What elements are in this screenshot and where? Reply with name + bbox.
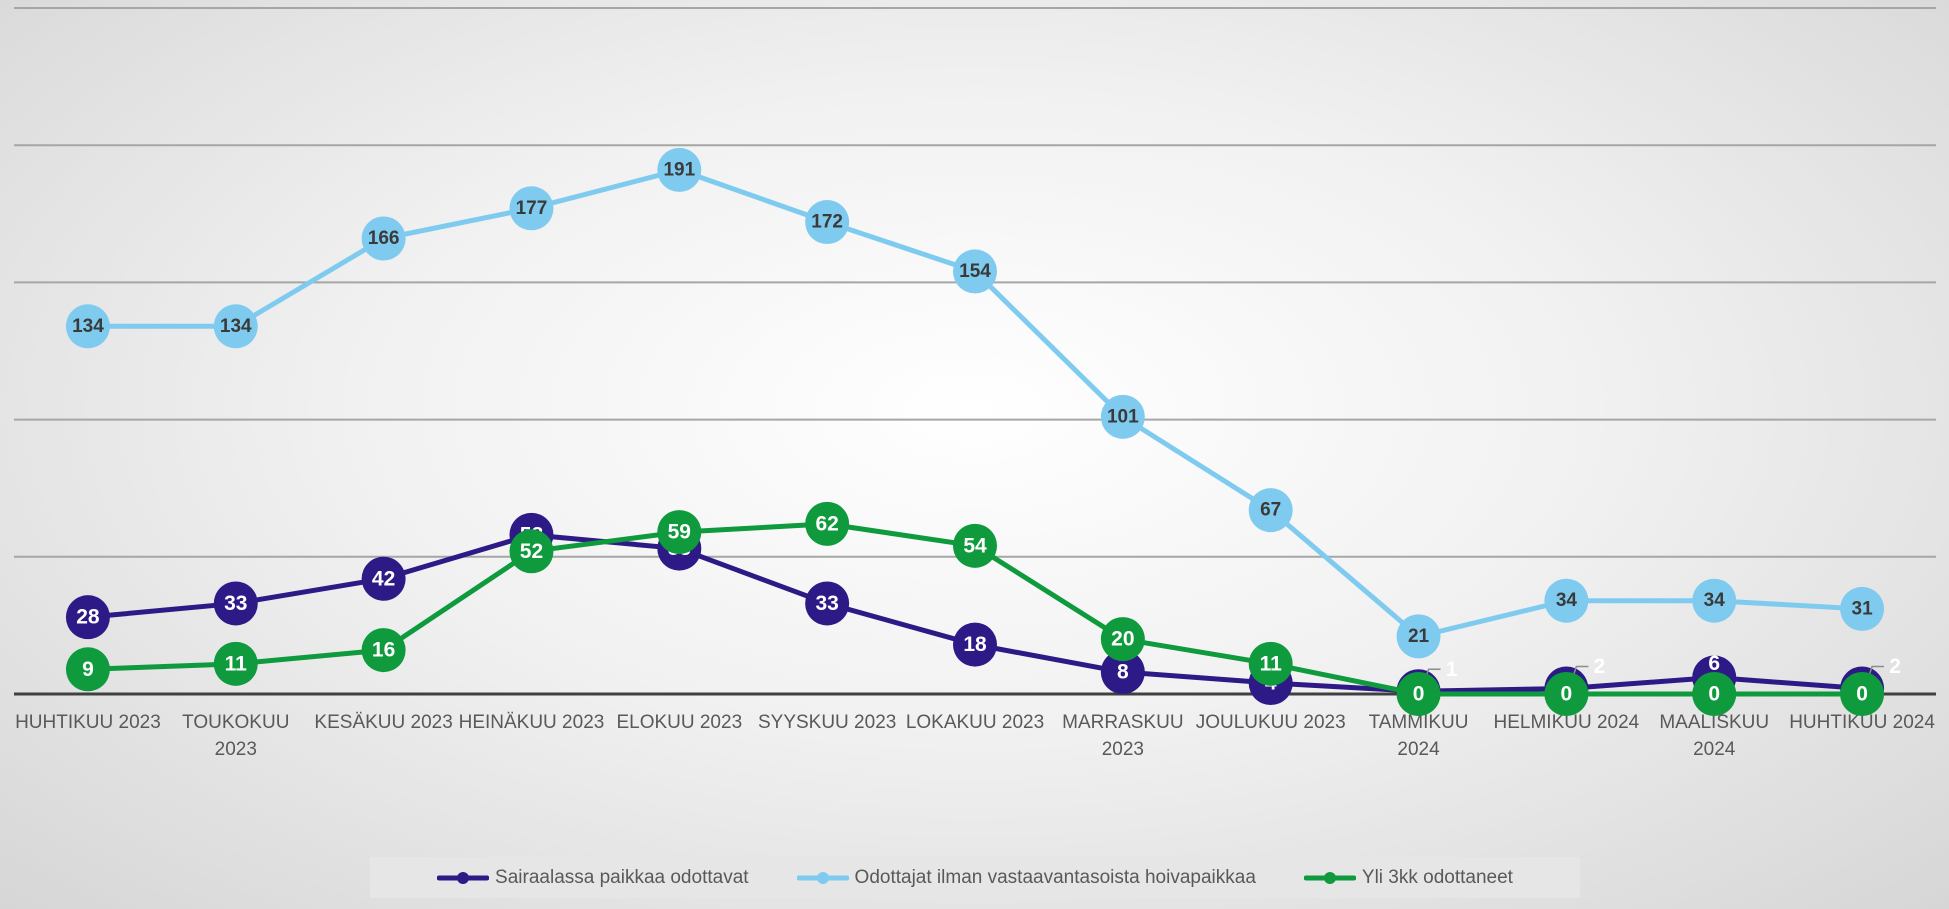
data-point bbox=[1544, 578, 1589, 623]
data-point bbox=[65, 595, 110, 640]
data-point bbox=[953, 249, 997, 294]
data-label: 33 bbox=[815, 592, 838, 615]
data-point bbox=[805, 581, 850, 626]
x-tick-label: HUHTIKUU 2024 bbox=[1789, 712, 1935, 733]
data-label: 101 bbox=[1107, 406, 1139, 427]
data-point bbox=[1396, 672, 1441, 716]
x-tick-label: HELMIKUU 2024 bbox=[1494, 712, 1640, 733]
data-point bbox=[213, 304, 258, 349]
data-point bbox=[657, 147, 702, 192]
x-tick-label: LOKAKUU 2023 bbox=[906, 712, 1044, 733]
series-group: 134 134 166 177 191 172 154 101 67 21 34 34 31 bbox=[65, 147, 1885, 659]
data-point bbox=[213, 581, 258, 626]
data-point bbox=[805, 200, 850, 245]
data-label: 172 bbox=[811, 212, 843, 233]
data-label: 20 bbox=[1111, 628, 1134, 651]
data-point bbox=[361, 556, 406, 601]
data-point bbox=[1692, 578, 1737, 623]
data-point bbox=[361, 216, 406, 261]
data-point bbox=[1840, 586, 1885, 631]
data-label: 28 bbox=[76, 606, 100, 629]
data-label: 54 bbox=[963, 534, 987, 557]
data-label: 34 bbox=[1704, 590, 1726, 611]
data-label: 59 bbox=[668, 521, 691, 544]
data-label: 18 bbox=[963, 633, 987, 656]
data-point bbox=[953, 523, 997, 568]
data-label: 62 bbox=[815, 512, 838, 535]
data-label: 1 bbox=[1446, 658, 1458, 681]
data-point bbox=[361, 628, 406, 673]
data-label: 33 bbox=[224, 592, 247, 615]
data-label: 0 bbox=[1413, 683, 1425, 706]
data-label: 154 bbox=[959, 261, 991, 282]
data-label: 9 bbox=[82, 658, 94, 681]
data-label: 134 bbox=[72, 316, 104, 337]
data-label: 11 bbox=[1260, 652, 1283, 675]
data-label: 177 bbox=[516, 198, 548, 219]
data-label: 16 bbox=[372, 639, 395, 662]
x-tick-label: 2024 bbox=[1397, 739, 1440, 760]
data-label: 191 bbox=[663, 159, 695, 180]
legend-label: Odottajat ilman vastaavantasoista hoivap… bbox=[854, 866, 1256, 888]
data-label: 0 bbox=[1708, 683, 1720, 706]
x-tick-label: 2023 bbox=[1102, 739, 1144, 760]
data-label: 166 bbox=[368, 228, 400, 249]
legend-swatch bbox=[437, 871, 490, 884]
legend-label: Yli 3kk odottaneet bbox=[1361, 866, 1513, 888]
data-point bbox=[1396, 614, 1441, 659]
x-tick-label: 2023 bbox=[215, 739, 257, 760]
data-point bbox=[509, 186, 554, 231]
x-tick-label: TAMMIKUU bbox=[1369, 712, 1469, 733]
data-point bbox=[1840, 672, 1885, 716]
data-label: 31 bbox=[1852, 598, 1874, 619]
data-point bbox=[65, 647, 110, 692]
data-point bbox=[509, 529, 554, 574]
data-point bbox=[1100, 394, 1145, 439]
data-point bbox=[1248, 488, 1293, 533]
data-label: 21 bbox=[1408, 626, 1430, 647]
data-label: 42 bbox=[372, 567, 395, 590]
x-tick-label: 2024 bbox=[1693, 739, 1736, 760]
data-label: 11 bbox=[225, 652, 248, 675]
data-label: 52 bbox=[520, 540, 543, 563]
data-point bbox=[805, 501, 850, 546]
chart-legend: Sairaalassa paikkaa odottavat Odottajat i… bbox=[370, 857, 1580, 898]
data-label: 34 bbox=[1556, 590, 1578, 611]
x-tick-label: SYYSKUU 2023 bbox=[758, 712, 896, 733]
x-tick-label: HEINÄKUU 2023 bbox=[459, 712, 605, 733]
legend-item: Sairaalassa paikkaa odottavat bbox=[437, 867, 749, 889]
legend-item: Yli 3kk odottaneet bbox=[1303, 866, 1513, 889]
data-label: 67 bbox=[1260, 500, 1281, 521]
x-tick-label: ELOKUU 2023 bbox=[616, 712, 742, 733]
x-tick-label: JOULUKUU 2023 bbox=[1196, 712, 1346, 733]
legend-label: Sairaalassa paikkaa odottavat bbox=[495, 866, 749, 888]
x-tick-label: TOUKOKUU bbox=[182, 712, 289, 733]
data-point bbox=[1248, 641, 1293, 686]
x-tick-label: MAALISKUU bbox=[1659, 712, 1769, 733]
legend-swatch bbox=[1303, 871, 1356, 884]
data-point bbox=[65, 304, 110, 349]
data-label: 134 bbox=[220, 316, 252, 337]
data-label: 2 bbox=[1889, 655, 1901, 678]
data-label: 2 bbox=[1594, 655, 1606, 678]
data-label: 0 bbox=[1561, 683, 1573, 706]
data-label: 6 bbox=[1708, 652, 1720, 675]
x-tick-label: KESÄKUU 2023 bbox=[314, 712, 452, 733]
x-tick-label: MARRASKUU bbox=[1062, 712, 1183, 733]
data-point bbox=[1100, 617, 1145, 662]
legend-swatch bbox=[796, 871, 849, 884]
legend-item: Odottajat ilman vastaavantasoista hoivap… bbox=[796, 866, 1256, 889]
data-label: 8 bbox=[1117, 661, 1129, 684]
data-point bbox=[657, 510, 702, 555]
data-point bbox=[1100, 650, 1145, 695]
data-point bbox=[1692, 672, 1737, 716]
data-point bbox=[213, 641, 258, 686]
data-point bbox=[1544, 672, 1589, 716]
data-label: 0 bbox=[1856, 683, 1868, 706]
data-point bbox=[953, 622, 997, 667]
x-tick-label: HUHTIKUU 2023 bbox=[15, 712, 161, 733]
